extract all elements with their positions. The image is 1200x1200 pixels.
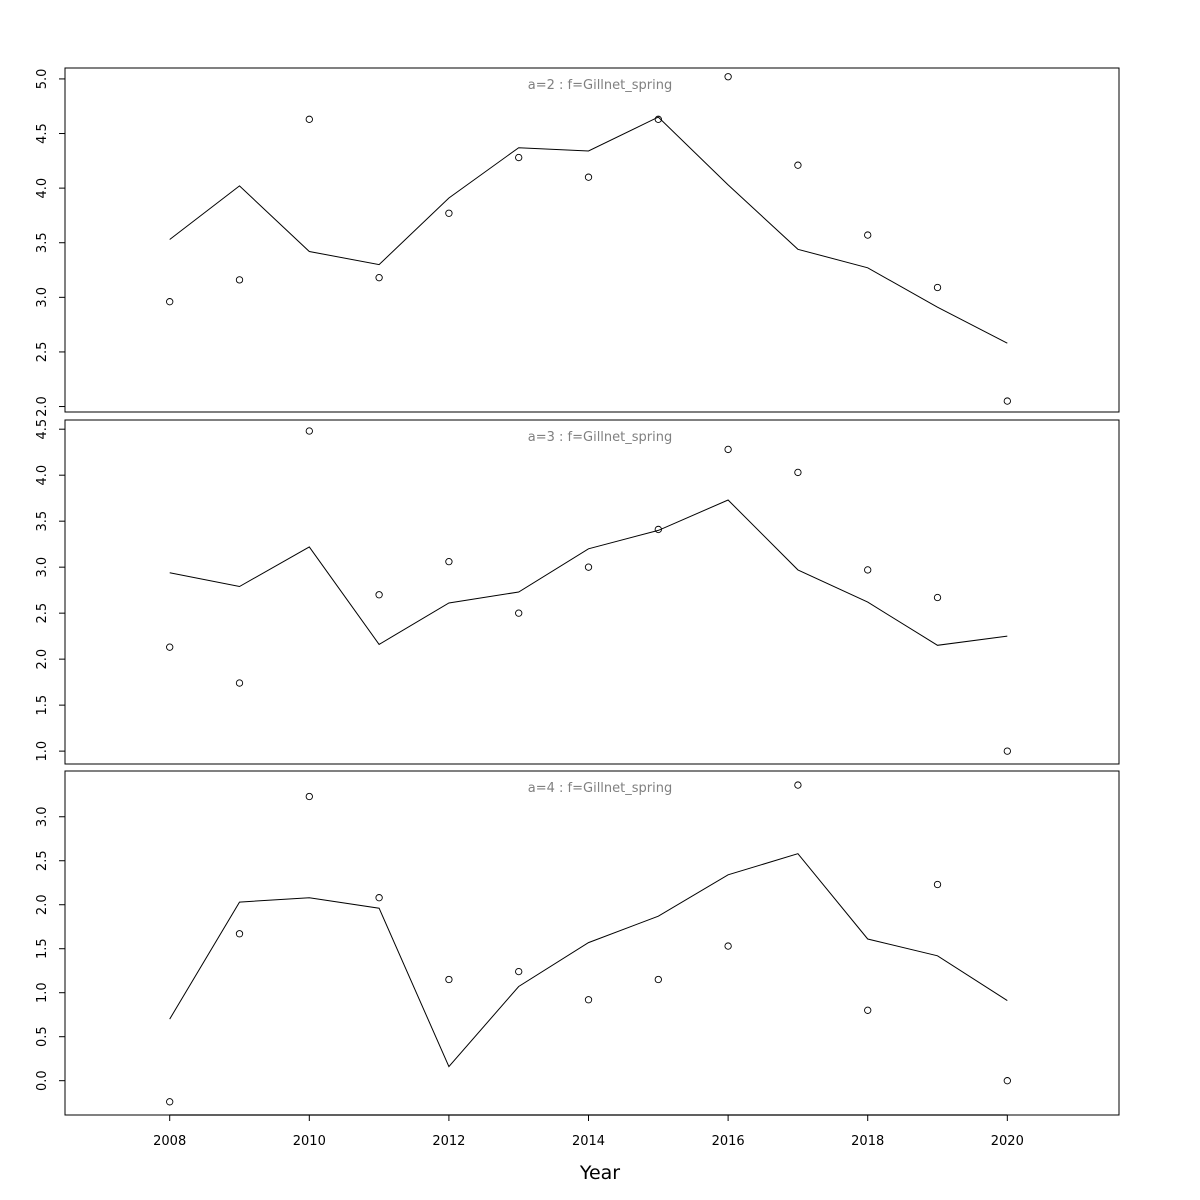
- x-tick-label: 2014: [572, 1134, 605, 1149]
- panel-title: a=4 : f=Gillnet_spring: [528, 781, 672, 796]
- observed-point: [933, 880, 942, 889]
- y-tick-label: 2.5: [35, 850, 50, 871]
- observed-point: [1003, 397, 1011, 405]
- y-tick-label: 2.5: [35, 342, 50, 363]
- y-tick-label: 4.0: [35, 178, 50, 199]
- observed-point: [305, 427, 313, 435]
- fitted-line: [169, 116, 1008, 344]
- observed-point: [933, 283, 942, 292]
- y-tick-label: 4.5: [35, 419, 50, 440]
- y-tick-label: 1.0: [35, 982, 50, 1003]
- observed-point: [305, 792, 313, 801]
- y-tick-label: 3.0: [35, 557, 50, 578]
- panel-frame: [64, 419, 1120, 765]
- panel-frame: [64, 67, 1120, 413]
- observed-point: [166, 643, 174, 651]
- observed-point: [445, 209, 453, 217]
- observed-point: [724, 445, 732, 454]
- y-tick-label: 1.0: [35, 741, 50, 762]
- x-tick-label: 2018: [851, 1134, 884, 1149]
- y-tick-label: 4.0: [35, 465, 50, 486]
- panel-title: a=3 : f=Gillnet_spring: [528, 430, 672, 445]
- observed-point: [654, 975, 662, 984]
- y-tick-label: 0.0: [35, 1070, 50, 1091]
- panel-1: a=2 : f=Gillnet_spring 2.0 2.5 3.0 3.5 4.0 4.5…: [35, 67, 1120, 417]
- observed-point: [864, 1006, 872, 1014]
- observed-point: [794, 468, 802, 477]
- observed-point: [794, 781, 802, 789]
- observed-point: [724, 73, 732, 81]
- y-tick-label: 4.5: [35, 123, 50, 144]
- y-tick-label: 3.5: [35, 232, 50, 253]
- fitted-line: [169, 853, 1008, 1068]
- x-tick-label: 2012: [432, 1134, 465, 1149]
- observed-point: [654, 115, 662, 123]
- observed-point: [445, 975, 453, 984]
- observed-point: [864, 566, 872, 574]
- y-tick-label: 3.5: [35, 511, 50, 532]
- observed-point: [1003, 1077, 1011, 1085]
- x-tick-label: 2020: [991, 1134, 1024, 1149]
- x-tick-label: 2010: [293, 1134, 326, 1149]
- observed-point: [375, 894, 383, 902]
- observed-point: [584, 563, 593, 571]
- x-axis-label: Year: [579, 1162, 620, 1184]
- y-tick-label: 1.5: [35, 695, 50, 716]
- observed-point: [724, 942, 732, 950]
- observed-point: [375, 591, 383, 599]
- observed-point: [375, 274, 383, 282]
- observed-point: [584, 173, 593, 181]
- y-tick-label: 1.5: [35, 938, 50, 959]
- observed-point: [235, 276, 244, 284]
- y-tick-label: 5.0: [35, 69, 50, 90]
- observed-point: [1003, 747, 1011, 755]
- y-tick-label: 2.5: [35, 603, 50, 624]
- observed-point: [235, 679, 244, 687]
- y-tick-label: 3.0: [35, 806, 50, 827]
- x-axis: 2008 2010 2012 2014 2016 2018 2020: [153, 1114, 1024, 1149]
- observed-point: [235, 930, 244, 938]
- y-tick-label: 0.5: [35, 1026, 50, 1047]
- x-tick-label: 2008: [153, 1134, 186, 1149]
- observed-point: [654, 525, 662, 534]
- observed-point: [515, 967, 523, 976]
- chart-panels: a=2 : f=Gillnet_spring 2.0 2.5 3.0 3.5 4.0 4.5…: [35, 67, 1120, 1116]
- y-tick-label: 2.0: [35, 894, 50, 915]
- observed-point: [515, 153, 523, 162]
- observed-point: [166, 298, 174, 306]
- observed-point: [933, 593, 942, 602]
- y-tick-label: 2.0: [35, 396, 50, 417]
- x-tick-label: 2016: [712, 1134, 745, 1149]
- observed-point: [166, 1098, 174, 1106]
- observed-point: [305, 115, 313, 123]
- panel-frame: [64, 770, 1120, 1116]
- observed-point: [584, 996, 593, 1004]
- panel-3: a=4 : f=Gillnet_spring 0.0 0.5 1.0 1.5 2.0 2.5…: [35, 770, 1120, 1116]
- observed-point: [864, 231, 872, 239]
- panel-2: a=3 : f=Gillnet_spring 1.0 1.5 2.0 2.5 3.0 3.5…: [35, 419, 1120, 765]
- observed-point: [445, 557, 453, 566]
- observed-point: [515, 609, 523, 617]
- fitted-line: [169, 499, 1008, 646]
- observed-point: [794, 161, 802, 169]
- y-tick-label: 2.0: [35, 649, 50, 670]
- y-tick-label: 3.0: [35, 287, 50, 308]
- panel-title: a=2 : f=Gillnet_spring: [528, 78, 672, 93]
